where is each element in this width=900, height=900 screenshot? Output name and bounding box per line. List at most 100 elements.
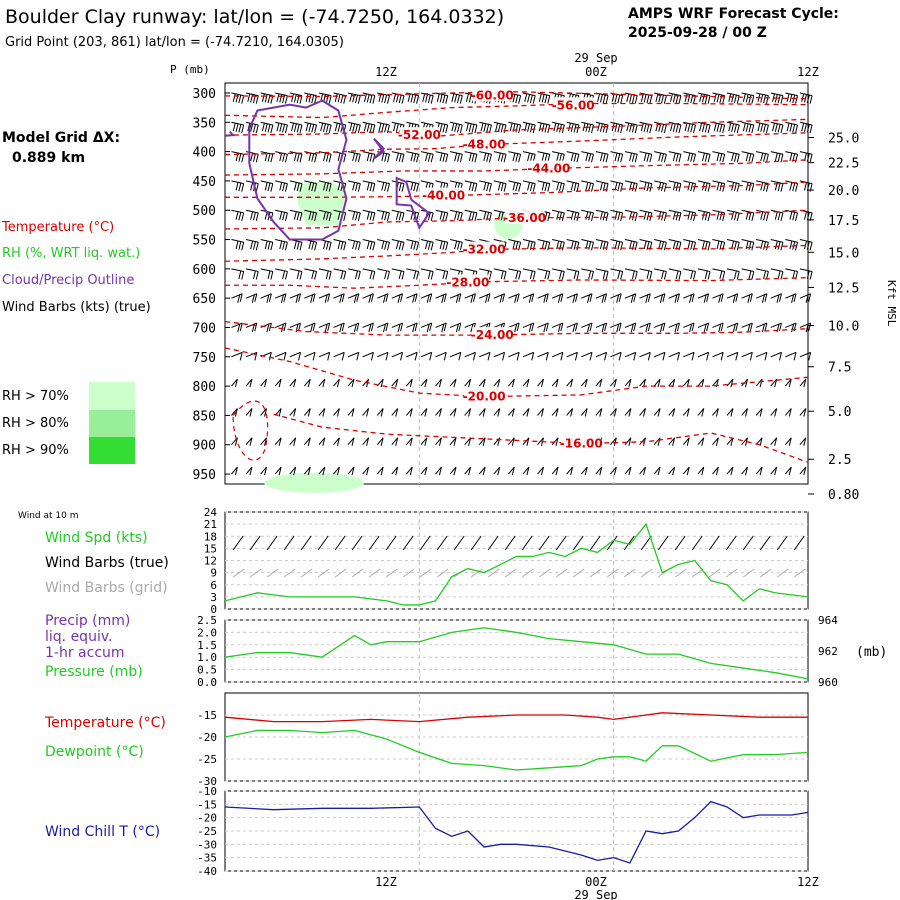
wind-barb-flag	[515, 153, 519, 162]
wind-barb-flag	[663, 271, 667, 280]
wind-barb-flag	[776, 294, 780, 303]
wind-barb	[668, 408, 676, 417]
wind-barb-flag	[736, 124, 740, 134]
wind-barb	[654, 180, 667, 192]
wind-barb	[478, 466, 486, 476]
temp-contour-label-bg	[504, 209, 545, 224]
temp-contour--48	[224, 132, 809, 156]
wind-barb-grid	[232, 568, 245, 578]
wind-barb-flag	[395, 211, 399, 220]
wind-barb-flag	[719, 124, 723, 133]
wind-barb-grid-shaft	[623, 568, 636, 578]
wind-barb-true-shaft	[334, 535, 346, 551]
precip-tick-0.5: 0.5	[197, 664, 217, 677]
wind-barb-shaft	[406, 322, 418, 328]
wind-barb-flag	[588, 124, 592, 133]
wind-barb-flag	[320, 122, 324, 132]
wind-barb-shaft	[274, 408, 282, 416]
wind-barb-flag	[748, 124, 752, 133]
wind-barb	[493, 180, 507, 192]
wind-barb-flag	[701, 152, 705, 162]
wind-barb	[245, 92, 259, 104]
temp-contour--56	[224, 102, 809, 119]
wind-barb	[799, 268, 813, 280]
pressure-tick-600: 600	[193, 263, 216, 278]
wind-barb-flag	[591, 183, 594, 192]
wind-barb	[581, 151, 594, 163]
wind-barb-flag	[765, 212, 769, 222]
wind-barb-grid-shaft	[674, 568, 687, 578]
wind-barb	[712, 351, 724, 361]
wind-barb-flag	[745, 240, 749, 250]
temp-contour-label--48: -48.00	[463, 138, 506, 152]
wind-barb-flag	[620, 271, 624, 280]
wind-barb	[581, 180, 594, 192]
wind-barb-flag	[323, 152, 326, 162]
wind-barb-flag	[715, 408, 719, 417]
wind-barb-shaft	[479, 293, 491, 299]
wind-barb-shaft	[522, 351, 534, 358]
wind-barb-shaft	[654, 268, 667, 273]
wind-barb-flag	[325, 241, 329, 250]
wind-barb-flag	[439, 240, 443, 250]
wind-barb-flag	[241, 154, 245, 163]
windchill-line	[224, 800, 809, 864]
wind-barb-flag	[378, 122, 382, 132]
wind-barb	[449, 437, 457, 446]
wind-barb-grid	[334, 568, 347, 578]
wind-barb-flag	[687, 182, 691, 191]
wind-barb-flag	[351, 437, 355, 446]
wind-barb-flag	[559, 182, 563, 192]
wind-barb-flag	[733, 153, 737, 162]
wind-barb-flag	[386, 183, 390, 192]
wind-barb-flag	[340, 270, 344, 280]
wind-barb	[522, 351, 535, 361]
wind-barb	[449, 322, 462, 333]
wind-barb-flag	[757, 122, 761, 132]
wind-barb-flag	[410, 152, 414, 162]
wind-barb-flag	[354, 94, 358, 104]
wind-barb-flag	[760, 211, 764, 220]
wind-barb-flag	[633, 352, 637, 361]
wind-barb	[653, 293, 666, 303]
wind-barb-flag	[555, 466, 559, 476]
wind-barb	[449, 408, 457, 417]
wind-barb-flag	[662, 293, 666, 302]
wind-barb-flag	[774, 408, 778, 417]
wind-barb-shaft	[435, 408, 442, 416]
wind-barb-flag	[307, 437, 311, 446]
wind-barb-flag	[503, 271, 507, 280]
wind-barb	[333, 293, 345, 303]
wind-barb	[274, 408, 282, 417]
wind-barb-flag	[249, 408, 253, 417]
wind-barb	[420, 268, 434, 280]
wind-barb	[697, 351, 710, 361]
wind-barb-flag	[576, 124, 580, 134]
wind-barb	[333, 268, 347, 280]
wind-barb-flag	[279, 152, 283, 162]
wind-barb-shaft	[580, 408, 588, 416]
wind-barb-flag	[556, 152, 560, 162]
wind-barb-flag	[809, 154, 813, 163]
wind-barb	[333, 378, 340, 388]
wind-barb-flag	[238, 241, 242, 250]
wind-barb-flag	[661, 94, 665, 104]
wind-barb-shaft	[391, 466, 399, 475]
wind-barb-shaft	[683, 268, 696, 273]
wind-barb	[697, 151, 711, 163]
wind-barb-flag	[468, 408, 472, 417]
wind-barb	[435, 466, 442, 476]
wind-barb-flag	[630, 323, 634, 333]
wind-barb-flag	[616, 294, 620, 303]
wind-barb-flag	[628, 379, 632, 388]
wind-barb	[712, 322, 724, 333]
chill-tick--30: -30	[197, 838, 217, 851]
wind-barb-flag	[516, 293, 520, 302]
wind-barb-flag	[455, 294, 459, 303]
wind-barb-shaft	[405, 408, 413, 416]
chill-panel-frame	[224, 790, 809, 872]
wind-barb-shaft	[318, 351, 330, 358]
wind-barb-flag	[295, 323, 299, 333]
